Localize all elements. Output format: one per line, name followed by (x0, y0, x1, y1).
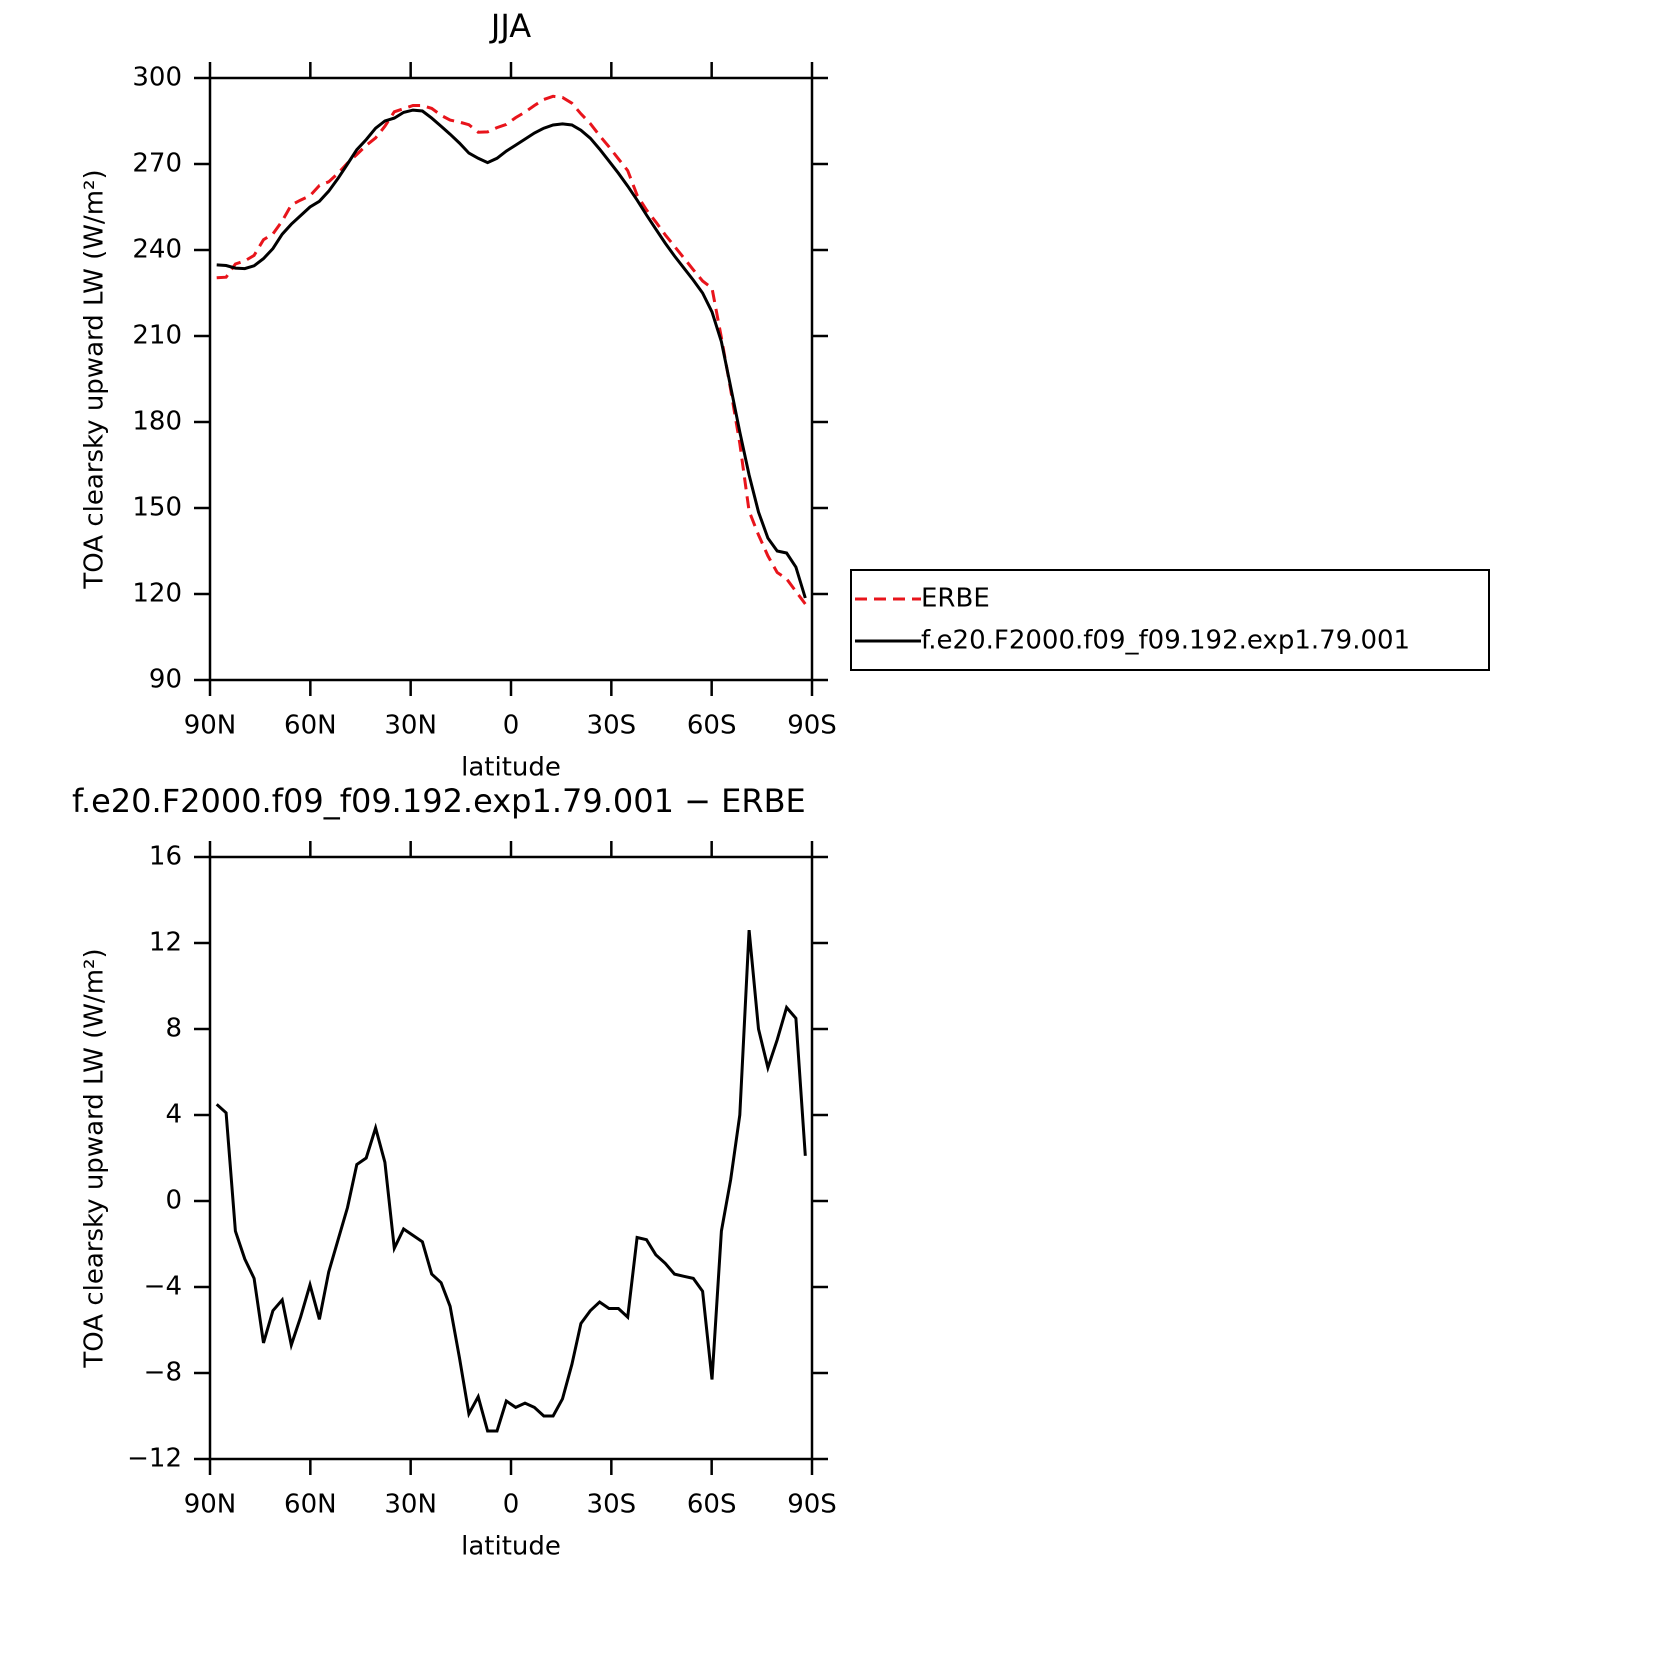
y-axis-label: TOA clearsky upward LW (W/m²) (80, 948, 110, 1368)
x-tick-label: 30N (384, 1490, 437, 1520)
legend-box (850, 569, 1490, 671)
legend-label: ERBE (921, 584, 990, 614)
plot-frame (208, 855, 814, 1461)
chart-title: JJA (489, 7, 531, 45)
y-tick-label: 90 (149, 665, 182, 695)
y-tick-label: 300 (132, 63, 182, 93)
y-tick-label: −8 (144, 1358, 182, 1388)
series-line (216, 94, 807, 605)
x-tick-label: 90S (787, 711, 837, 741)
y-tick-label: −4 (144, 1272, 182, 1302)
x-tick-label: 60S (687, 1490, 737, 1520)
y-tick-label: 8 (165, 1014, 182, 1044)
y-tick-label: 180 (132, 407, 182, 437)
y-axis-label: TOA clearsky upward LW (W/m²) (80, 169, 110, 589)
x-tick-label: 60N (284, 711, 337, 741)
x-tick-label: 0 (503, 711, 520, 741)
y-tick-label: 210 (132, 321, 182, 351)
x-tick-label: 60S (687, 711, 737, 741)
x-tick-label: 60N (284, 1490, 337, 1520)
y-tick-label: 12 (149, 928, 182, 958)
y-tick-label: 0 (165, 1186, 182, 1216)
x-tick-label: 90N (184, 711, 237, 741)
y-tick-label: 16 (149, 842, 182, 872)
series-line (215, 929, 807, 1433)
x-tick-label: 0 (503, 1490, 520, 1520)
series-line (216, 108, 807, 599)
x-tick-label: 30S (587, 1490, 637, 1520)
x-tick-label: 90N (184, 1490, 237, 1520)
plot-frame (208, 76, 814, 682)
y-tick-label: 270 (132, 149, 182, 179)
legend-label: f.e20.F2000.f09_f09.192.exp1.79.001 (921, 626, 1410, 656)
y-tick-label: 150 (132, 493, 182, 523)
x-tick-label: 30S (587, 711, 637, 741)
y-tick-label: 240 (132, 235, 182, 265)
x-axis-label: latitude (461, 1532, 561, 1562)
x-tick-label: 30N (384, 711, 437, 741)
chart-title: f.e20.F2000.f09_f09.192.exp1.79.001 − ER… (72, 782, 806, 820)
x-axis-label: latitude (461, 753, 561, 783)
y-tick-label: 4 (165, 1100, 182, 1130)
y-tick-label: 120 (132, 579, 182, 609)
y-tick-label: −12 (127, 1444, 182, 1474)
x-tick-label: 90S (787, 1490, 837, 1520)
